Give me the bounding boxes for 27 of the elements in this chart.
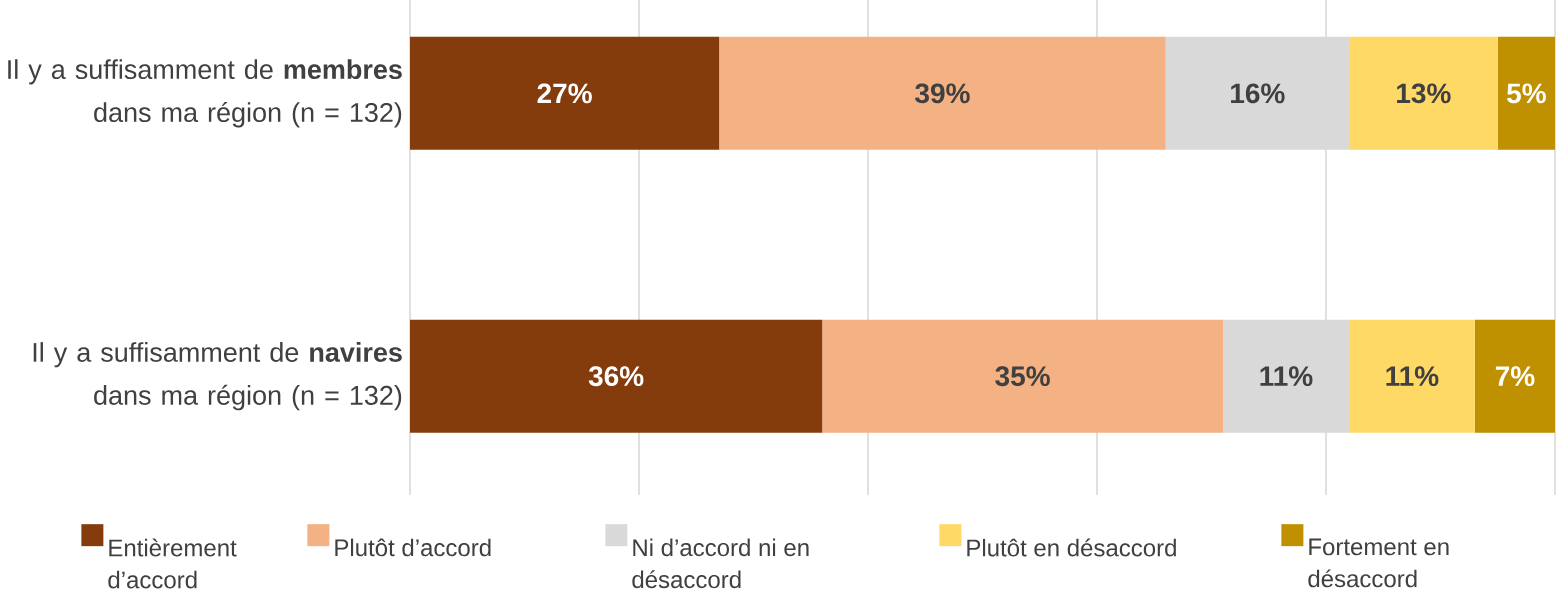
data-label: 13%: [1397, 83, 1451, 104]
bar: [1348, 36, 1498, 150]
legend-label: Ni d’accord ni en désaccord: [632, 538, 809, 589]
bar: [410, 319, 823, 433]
legend-label: Entièrement d’accord: [108, 538, 237, 589]
bar: [1165, 36, 1349, 150]
bar: [719, 36, 1166, 150]
y-tick-label: Il y a suffisamment de navires dans ma région (n = 132): [33, 342, 402, 411]
bar: [1474, 319, 1556, 433]
y-tick-label: Il y a suffisamment de membres dans ma région (n = 132): [8, 59, 402, 128]
bar: [1348, 319, 1475, 433]
data-label: 11%: [1386, 366, 1439, 387]
bar: [822, 319, 1223, 433]
data-label: 7%: [1495, 366, 1535, 387]
bar: [410, 36, 720, 150]
bar: [1497, 36, 1556, 150]
legend-label: Plutôt d’accord: [335, 538, 491, 557]
legend-label: Fortement en désaccord: [1308, 538, 1449, 588]
data-label: 27%: [537, 83, 592, 104]
data-label: 35%: [995, 366, 1050, 387]
data-label: 11%: [1260, 366, 1313, 387]
data-label: 39%: [915, 83, 970, 104]
data-label: 36%: [588, 366, 644, 387]
data-label: 5%: [1507, 83, 1546, 104]
bar: [1222, 319, 1349, 433]
legend-label: Plutôt en désaccord: [967, 538, 1176, 557]
data-label: 16%: [1231, 83, 1285, 104]
